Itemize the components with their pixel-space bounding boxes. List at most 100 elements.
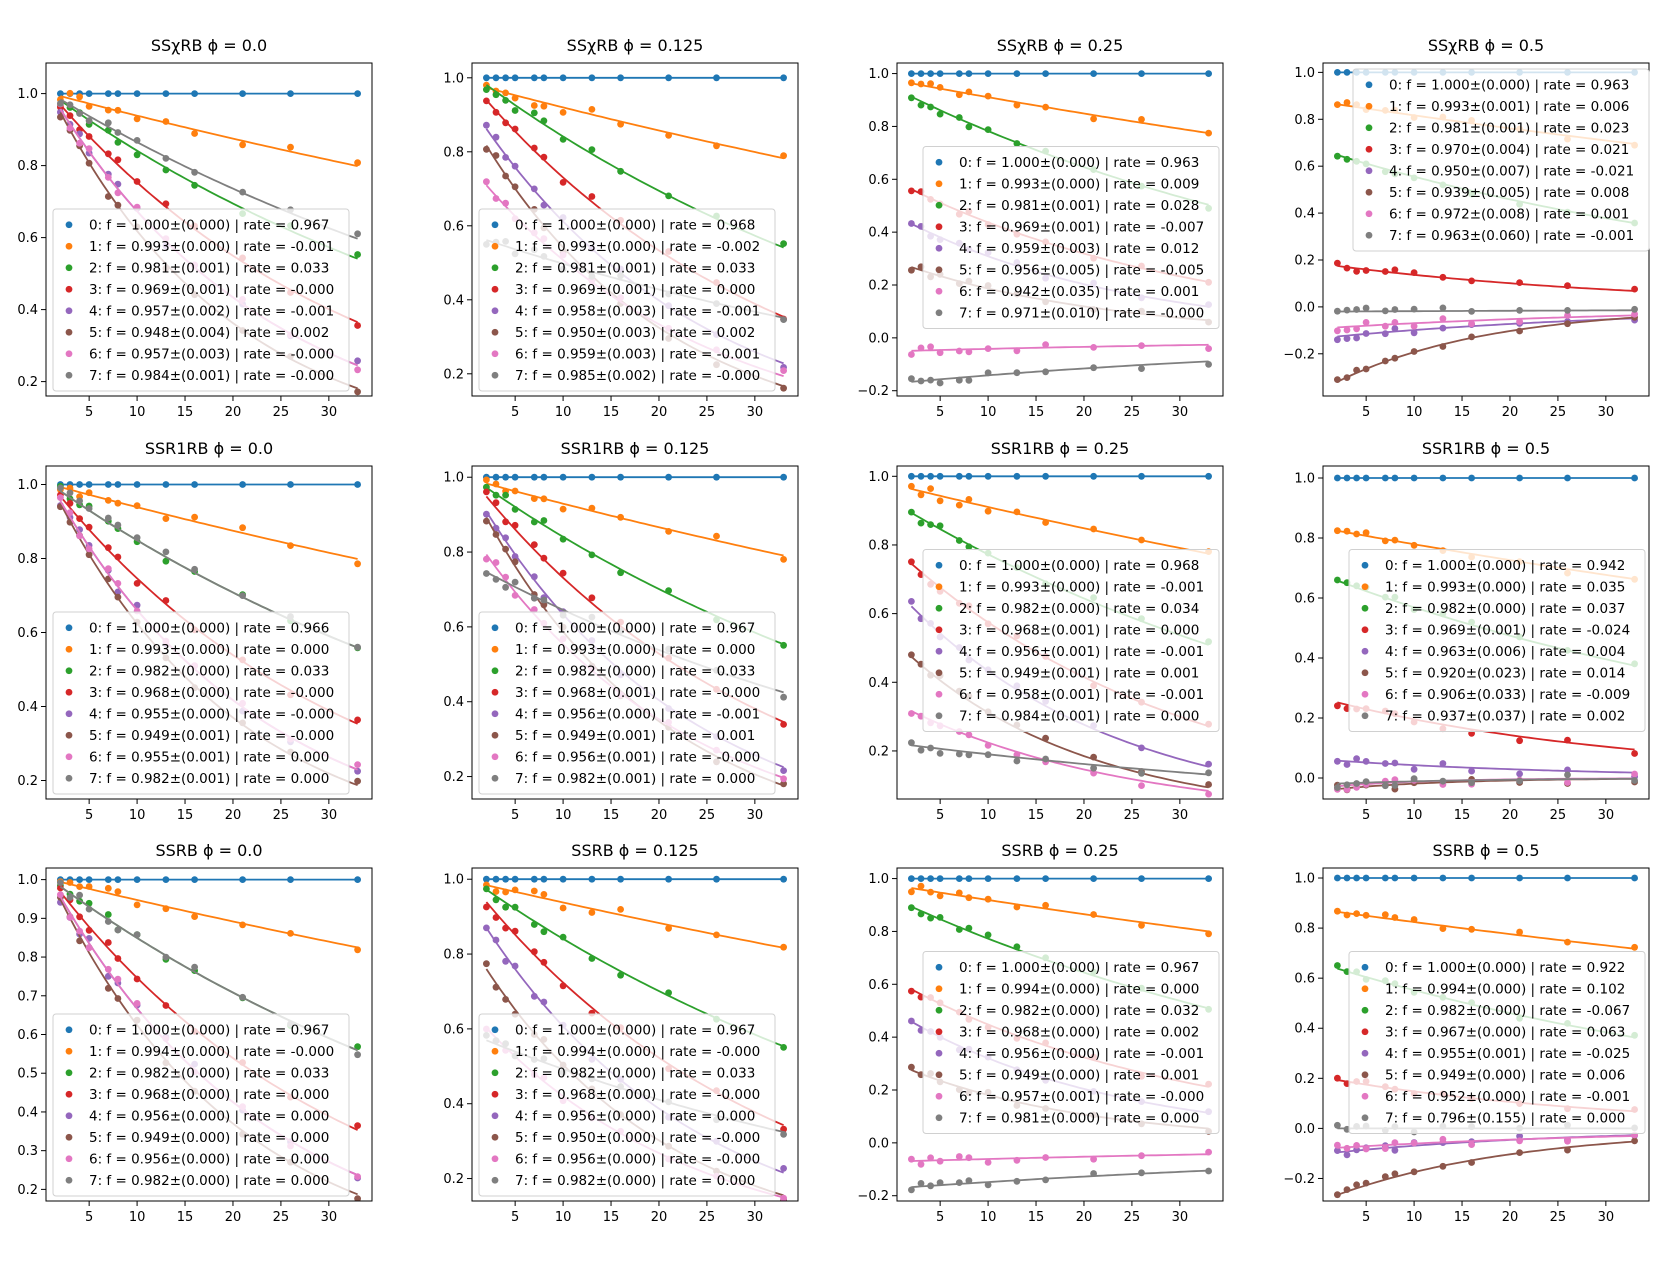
data-point (57, 484, 64, 492)
y-tick-label: 0.2 (17, 1183, 38, 1198)
data-point (85, 489, 93, 497)
legend-marker-2 (491, 667, 499, 675)
legend-label-5: 5: f = 0.950±(0.000) | rate = -0.000 (515, 1130, 760, 1146)
data-point (1439, 760, 1447, 767)
data-point (502, 573, 509, 581)
x-tick-label: 30 (1598, 808, 1615, 823)
data-point (66, 913, 74, 921)
x-tick-label: 10 (980, 1210, 997, 1225)
legend-marker-5 (1361, 1071, 1369, 1079)
data-point (492, 936, 500, 944)
data-point (984, 1159, 992, 1166)
data-point (502, 119, 509, 127)
data-point (1343, 374, 1351, 381)
data-point (354, 1173, 361, 1180)
data-point (780, 1044, 787, 1051)
data-point (483, 517, 490, 525)
data-point (530, 887, 538, 895)
data-point (908, 220, 915, 227)
y-tick-label: 0.4 (1294, 207, 1315, 222)
data-point (133, 137, 141, 144)
data-point (191, 513, 199, 521)
data-point (917, 344, 925, 352)
data-point (354, 1195, 361, 1201)
data-point (191, 90, 199, 97)
data-point (1391, 474, 1399, 482)
subplot-0: SSχRB ϕ = 0.0 5 10 15 20 25 30 0.2 0.4 0.6 0.8 1.0 0… (17, 36, 373, 420)
y-tick-label: 0.9 (17, 912, 38, 927)
legend-label-4: 4: f = 0.956±(0.000) | rate = 0.000 (515, 1108, 755, 1124)
x-tick-label: 20 (225, 1210, 242, 1225)
y-tick-label: 0.0 (1294, 772, 1315, 787)
y-tick-label: 0.2 (1294, 1072, 1315, 1087)
data-point (540, 74, 548, 82)
data-point (162, 905, 170, 913)
data-point (114, 106, 122, 114)
data-point (66, 894, 74, 901)
data-point (1410, 1168, 1418, 1176)
data-point (1631, 474, 1638, 482)
series-line-1 (486, 884, 784, 949)
x-tick-label: 30 (1172, 808, 1189, 823)
data-point (1343, 155, 1351, 163)
data-point (502, 518, 509, 526)
data-point (354, 366, 361, 374)
data-point (780, 473, 787, 481)
data-point (1353, 325, 1360, 333)
subplot-title: SSR1RB ϕ = 0.25 (991, 439, 1130, 458)
data-point (1631, 1137, 1638, 1145)
data-point (665, 192, 672, 200)
data-point (1205, 361, 1212, 368)
data-point (1468, 767, 1475, 775)
data-point (1334, 1074, 1341, 1082)
data-point (917, 377, 925, 385)
data-point (511, 473, 519, 481)
data-point (57, 879, 64, 886)
data-point (114, 139, 122, 146)
y-tick-label: 0.8 (1294, 532, 1315, 547)
data-point (530, 573, 538, 581)
data-point (1042, 901, 1049, 909)
data-point (927, 103, 934, 111)
data-point (1516, 318, 1523, 325)
series-line-5 (1337, 1140, 1635, 1196)
data-point (239, 921, 247, 929)
data-point (162, 200, 170, 208)
x-tick-label: 20 (1076, 405, 1093, 420)
data-point (1334, 376, 1341, 383)
legend-marker-1 (935, 180, 943, 188)
legend-label-1: 1: f = 0.993±(0.001) | rate = 0.006 (1389, 99, 1629, 115)
data-point (665, 528, 672, 535)
data-point (492, 531, 500, 538)
data-point (927, 376, 934, 384)
data-point (114, 156, 122, 164)
data-point (354, 159, 361, 167)
data-point (936, 1157, 944, 1165)
data-point (1205, 472, 1212, 480)
data-point (1362, 758, 1370, 765)
data-point (502, 545, 509, 553)
data-point (908, 1155, 915, 1163)
data-point (76, 883, 83, 890)
data-point (559, 569, 567, 577)
data-point (955, 875, 963, 882)
subplot-title: SSχRB ϕ = 0.125 (567, 36, 704, 55)
data-point (1353, 910, 1360, 917)
legend-label-1: 1: f = 0.994±(0.000) | rate = -0.000 (515, 1044, 760, 1060)
x-tick-label: 5 (85, 808, 93, 823)
legend-label-7: 7: f = 0.984±(0.001) | rate = -0.000 (89, 368, 334, 384)
legend-label-6: 6: f = 0.957±(0.003) | rate = -0.000 (89, 346, 334, 362)
legend-marker-1 (491, 1047, 499, 1055)
data-point (162, 597, 170, 604)
data-point (1564, 779, 1571, 786)
data-point (483, 903, 490, 911)
axes-frame (896, 465, 1224, 800)
legend-marker-5 (65, 1133, 73, 1141)
legend-label-0: 0: f = 1.000±(0.000) | rate = 0.922 (1385, 960, 1625, 976)
data-point (1138, 536, 1145, 544)
data-point (57, 90, 64, 97)
legend-marker-1 (935, 583, 943, 591)
data-point (1362, 304, 1370, 312)
y-tick-label: 0.6 (17, 1028, 38, 1043)
data-point (1343, 99, 1351, 106)
